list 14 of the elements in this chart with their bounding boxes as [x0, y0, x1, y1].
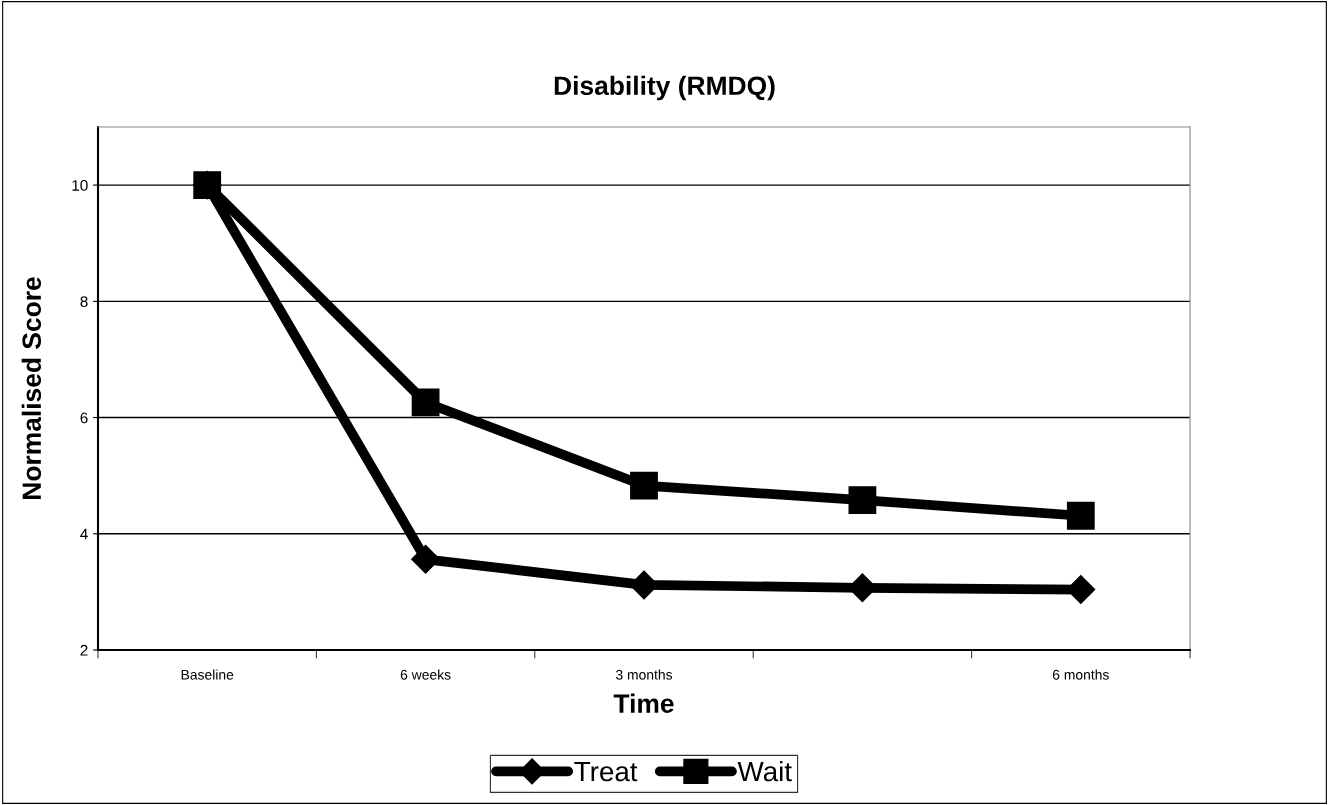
x-axis-title: Time [613, 693, 674, 713]
y-tick-label: 8 [80, 296, 88, 308]
y-tick-label: 10 [72, 179, 88, 191]
legend-label: Wait [737, 760, 792, 782]
x-tick-label: 3 months [615, 669, 673, 680]
x-tick-label: 6 months [1052, 669, 1109, 680]
legend-label: Treat [574, 761, 638, 782]
y-tick-label: 6 [80, 412, 88, 424]
x-tick-label: Baseline [181, 669, 234, 680]
y-axis-title: Normalised Score [21, 277, 42, 499]
x-tick-label: 6 weeks [400, 669, 451, 680]
y-tick-label: 4 [80, 528, 88, 540]
y-tick-label: 2 [80, 644, 88, 656]
chart-title: Disability (RMDQ) [554, 75, 775, 101]
